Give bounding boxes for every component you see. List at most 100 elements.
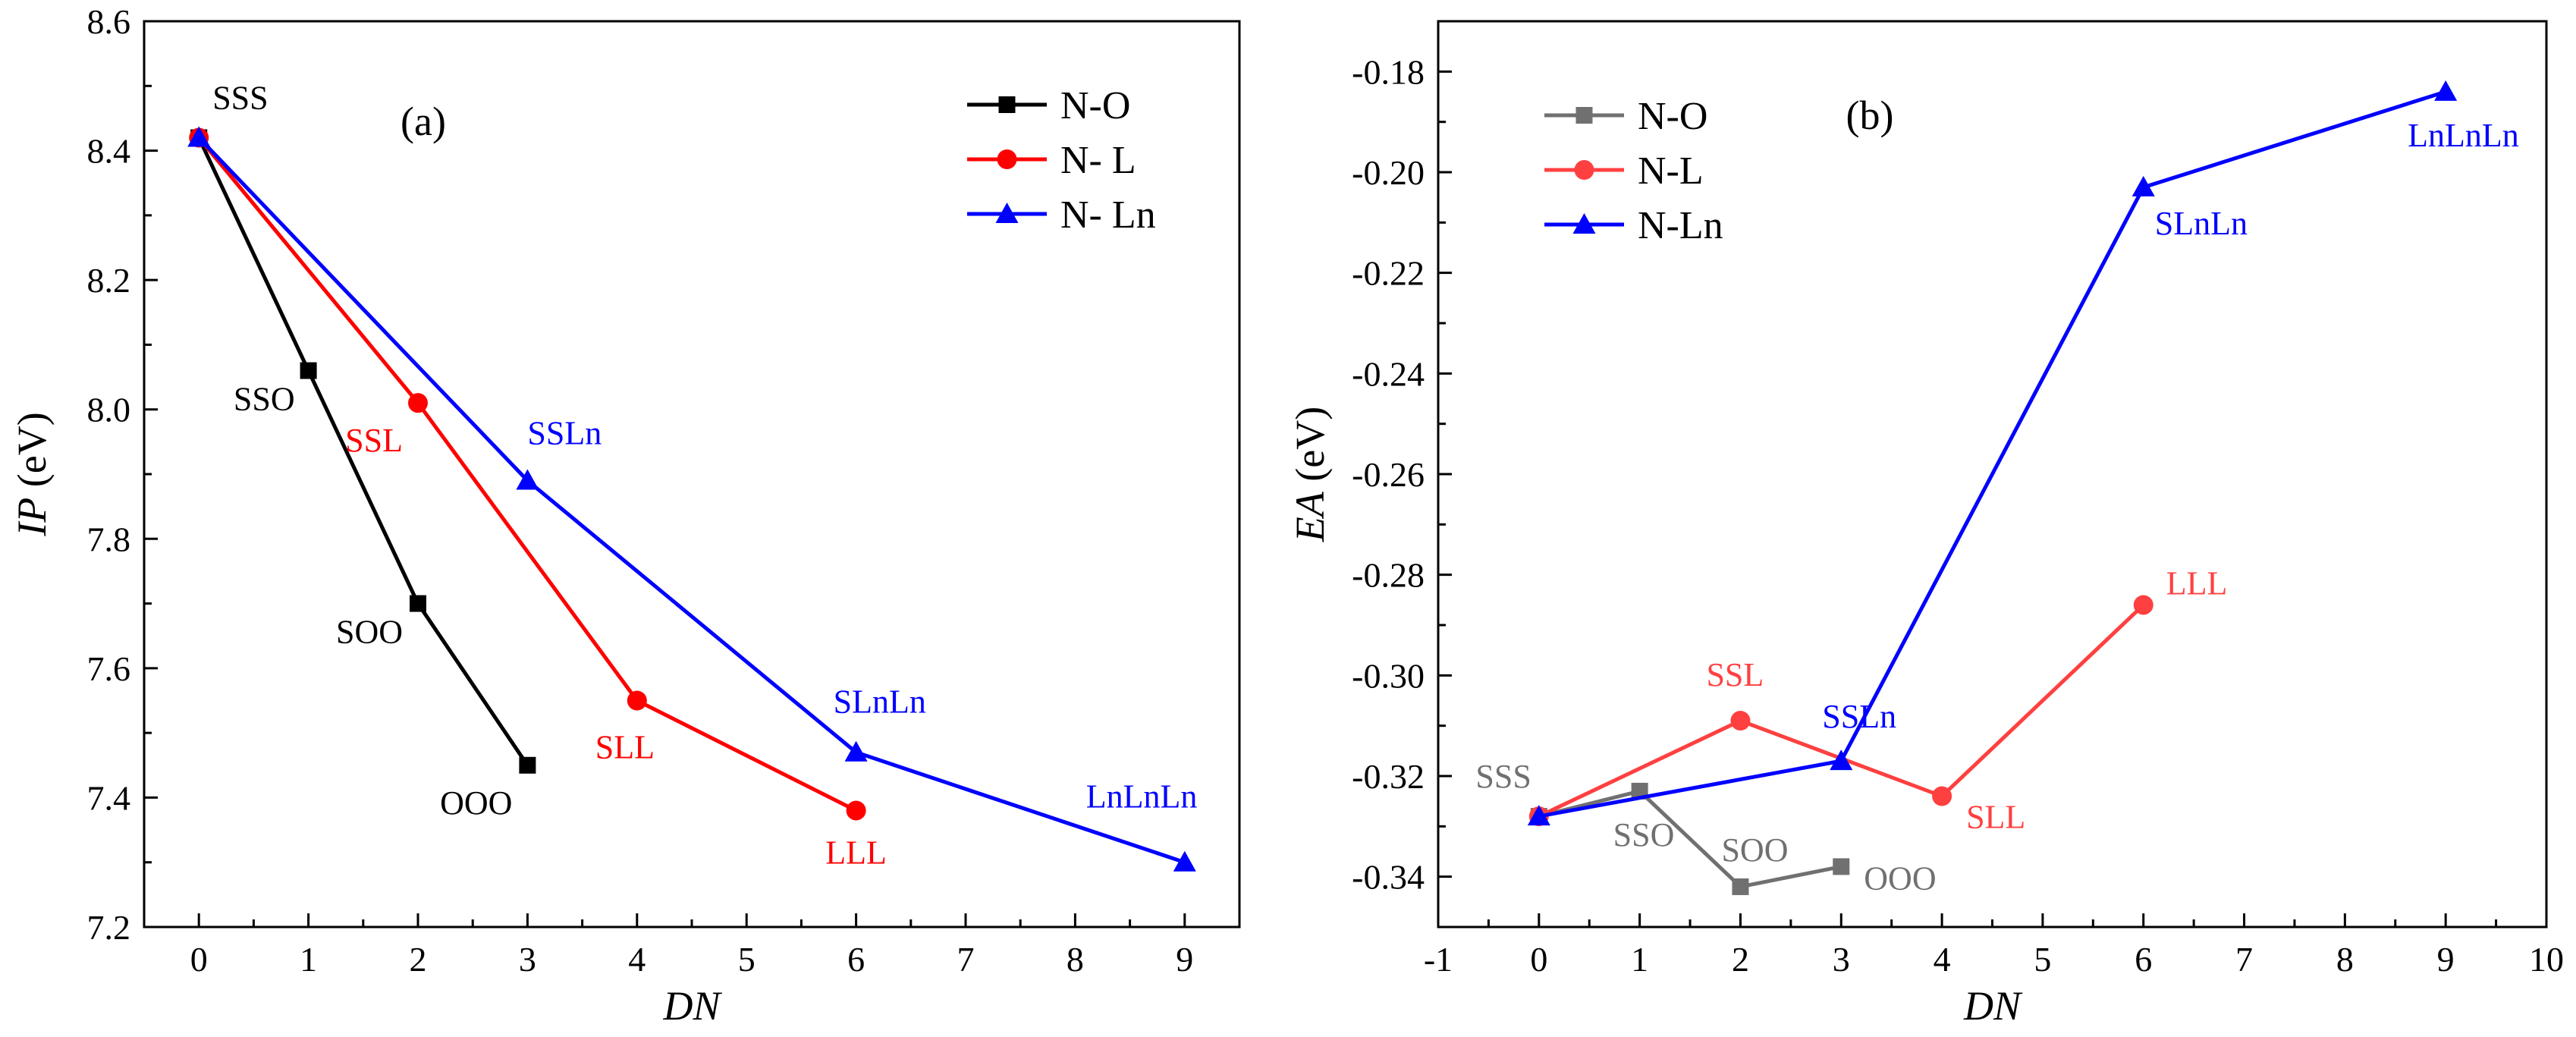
panel-a-point-label: SSL bbox=[345, 422, 403, 459]
panel-a-series-n-l: SSL SLL LLL bbox=[189, 127, 887, 871]
panel-a-legend-label: N- L bbox=[1060, 139, 1136, 182]
panel-a-point-label: SLnLn bbox=[834, 683, 926, 721]
panel-b-data-point bbox=[1730, 711, 1751, 731]
panel-b-point-label: SSLn bbox=[1822, 698, 1896, 735]
panel-a-data-point bbox=[516, 469, 539, 490]
panel-a-panel-label: (a) bbox=[401, 99, 446, 144]
panel-b-x-tick-label: 5 bbox=[2034, 940, 2051, 979]
panel-b-series-n-o: SSS SSO SOO OOO bbox=[1475, 758, 1936, 897]
panel-b-data-point bbox=[2133, 595, 2153, 615]
panel-b-y-tick-label: -0.18 bbox=[1352, 52, 1425, 91]
panel-b-y-tick-label: -0.24 bbox=[1352, 354, 1425, 393]
panel-a-x-tick-label: 9 bbox=[1176, 940, 1193, 979]
panel-a-data-point bbox=[627, 690, 647, 711]
panel-b-data-point bbox=[2434, 80, 2458, 101]
panel-b-point-label: SOO bbox=[1721, 831, 1788, 869]
panel-b-data-point bbox=[1932, 786, 1952, 806]
chart-panel-b: -1 0 1 2 3 4 5 6 7 8 9 10 -0.34 -0.32 -0.30 -0.28 -0.26 -… bbox=[1287, 20, 2564, 1029]
panel-b-x-tick-label: 6 bbox=[2135, 940, 2152, 979]
panel-b-series-n-ln: SSLn SLnLn LnLnLn bbox=[1527, 80, 2519, 826]
panel-a-data-point bbox=[1173, 850, 1196, 872]
panel-b-x-tick-label: 10 bbox=[2529, 940, 2564, 979]
panel-a-y-axis-title: IP (eV) bbox=[9, 412, 55, 536]
panel-b-point-label: SSL bbox=[1706, 656, 1764, 693]
panel-a-point-label: SSO bbox=[234, 381, 295, 418]
panel-a-x-axis-title: DN bbox=[662, 983, 722, 1029]
panel-b-legend-marker bbox=[1572, 213, 1596, 234]
panel-b-point-label: SLnLn bbox=[2155, 205, 2248, 242]
panel-a-x-tick-label: 7 bbox=[957, 940, 975, 979]
panel-a-series-line bbox=[197, 136, 1186, 865]
panel-a-y-tick-label: 7.8 bbox=[87, 520, 131, 558]
panel-b-legend: N-O N-L N-Ln bbox=[1544, 95, 1723, 247]
chart-panel-a: 0 1 2 3 4 5 6 7 8 9 7.2 7.4 7.6 7.8 8.0 8.2 8.4 8.6 DN IP (… bbox=[9, 2, 1241, 1029]
panel-a-data-point bbox=[844, 740, 868, 762]
panel-b-legend-marker bbox=[1574, 160, 1594, 180]
panel-a-legend: N-O N- L N- Ln bbox=[967, 84, 1156, 237]
panel-b-y-axis-title: EA (eV) bbox=[1287, 407, 1333, 542]
panel-b-series-line bbox=[1538, 789, 1842, 889]
panel-a-x-tick-label: 2 bbox=[410, 940, 427, 979]
panel-b-legend-label: N-Ln bbox=[1638, 204, 1723, 247]
panel-a-x-tick-label: 1 bbox=[300, 940, 317, 979]
panel-a-legend-label: N- Ln bbox=[1060, 193, 1156, 237]
panel-b-data-point bbox=[1830, 749, 1853, 771]
panel-a-point-label: SOO bbox=[336, 614, 403, 651]
panel-a-y-tick-label: 8.0 bbox=[87, 391, 131, 429]
panel-a-y-tick-label: 7.2 bbox=[87, 908, 131, 947]
panel-b-x-tick-label: 1 bbox=[1631, 940, 1648, 979]
panel-a-legend-label: N-O bbox=[1060, 84, 1130, 127]
panel-b-data-point bbox=[2131, 175, 2155, 196]
panel-b-y-tick-label: -0.20 bbox=[1352, 153, 1425, 192]
panel-b-x-tick-label: -1 bbox=[1424, 940, 1453, 979]
panel-b-panel-label: (b) bbox=[1846, 93, 1894, 138]
panel-a-series-line bbox=[196, 137, 529, 767]
panel-b-x-tick-label: 3 bbox=[1833, 940, 1850, 979]
panel-a-y-tick-label: 7.4 bbox=[87, 778, 131, 817]
panel-a-data-point bbox=[187, 126, 211, 147]
panel-b-x-tick-label: 7 bbox=[2235, 940, 2253, 979]
panel-a-data-point bbox=[846, 800, 866, 821]
panel-b-x-tick-label: 8 bbox=[2336, 940, 2354, 979]
panel-b-legend-label: N-O bbox=[1638, 95, 1707, 138]
panel-a-data-point bbox=[410, 595, 426, 612]
panel-b-y-tick-label: -0.32 bbox=[1352, 757, 1425, 796]
panel-a-data-point bbox=[408, 393, 428, 413]
panel-b-y-tick-label: -0.26 bbox=[1352, 455, 1425, 494]
panel-b-y-tick-label: -0.28 bbox=[1352, 556, 1425, 595]
panel-b-legend-label: N-L bbox=[1638, 149, 1704, 193]
panel-b-y-tick-label: -0.22 bbox=[1352, 254, 1425, 293]
panel-a-series-n-ln: SSLn SLnLn LnLnLn bbox=[187, 126, 1197, 872]
panel-b-y-tick-label: -0.34 bbox=[1352, 858, 1425, 897]
panel-a-point-label: SLL bbox=[595, 729, 655, 766]
panel-a-x-tick-label: 6 bbox=[847, 940, 865, 979]
panel-b-y-tick-label: -0.30 bbox=[1352, 656, 1425, 695]
panel-a-x-tick-label: 8 bbox=[1067, 940, 1084, 979]
panel-a-legend-marker bbox=[995, 203, 1019, 223]
panel-a-y-tick-label: 7.6 bbox=[87, 649, 131, 688]
panel-a-legend-marker bbox=[998, 96, 1016, 113]
panel-a-point-label: SSS bbox=[212, 80, 268, 117]
panel-b-point-label: OOO bbox=[1864, 859, 1936, 897]
panel-b-x-axis-title: DN bbox=[1963, 983, 2023, 1029]
panel-b-x-tick-label: 0 bbox=[1530, 940, 1547, 979]
panel-a-y-tick-label: 8.2 bbox=[87, 261, 131, 300]
panel-a-point-label: OOO bbox=[440, 784, 512, 822]
panel-b-data-point bbox=[1527, 805, 1550, 826]
panel-a-point-label: SSLn bbox=[527, 415, 602, 452]
panel-b-x-tick-label: 2 bbox=[1732, 940, 1749, 979]
panel-a-data-point bbox=[300, 362, 317, 379]
panel-a-data-point bbox=[519, 756, 536, 774]
panel-b-point-label: LnLnLn bbox=[2408, 117, 2519, 154]
panel-b-point-label: SSS bbox=[1475, 758, 1531, 795]
panel-a-point-label: LLL bbox=[825, 834, 887, 871]
panel-b-point-label: SLL bbox=[1966, 799, 2025, 836]
panel-b-legend-marker bbox=[1575, 107, 1593, 124]
panel-a-x-tick-label: 3 bbox=[519, 940, 536, 979]
panel-a-x-tick-label: 4 bbox=[628, 940, 646, 979]
panel-a-x-tick-label: 0 bbox=[190, 940, 208, 979]
panel-a-y-tick-label: 8.4 bbox=[87, 132, 131, 171]
panel-a-y-tick-label: 8.6 bbox=[87, 2, 131, 41]
panel-b-x-tick-label: 4 bbox=[1934, 940, 1951, 979]
